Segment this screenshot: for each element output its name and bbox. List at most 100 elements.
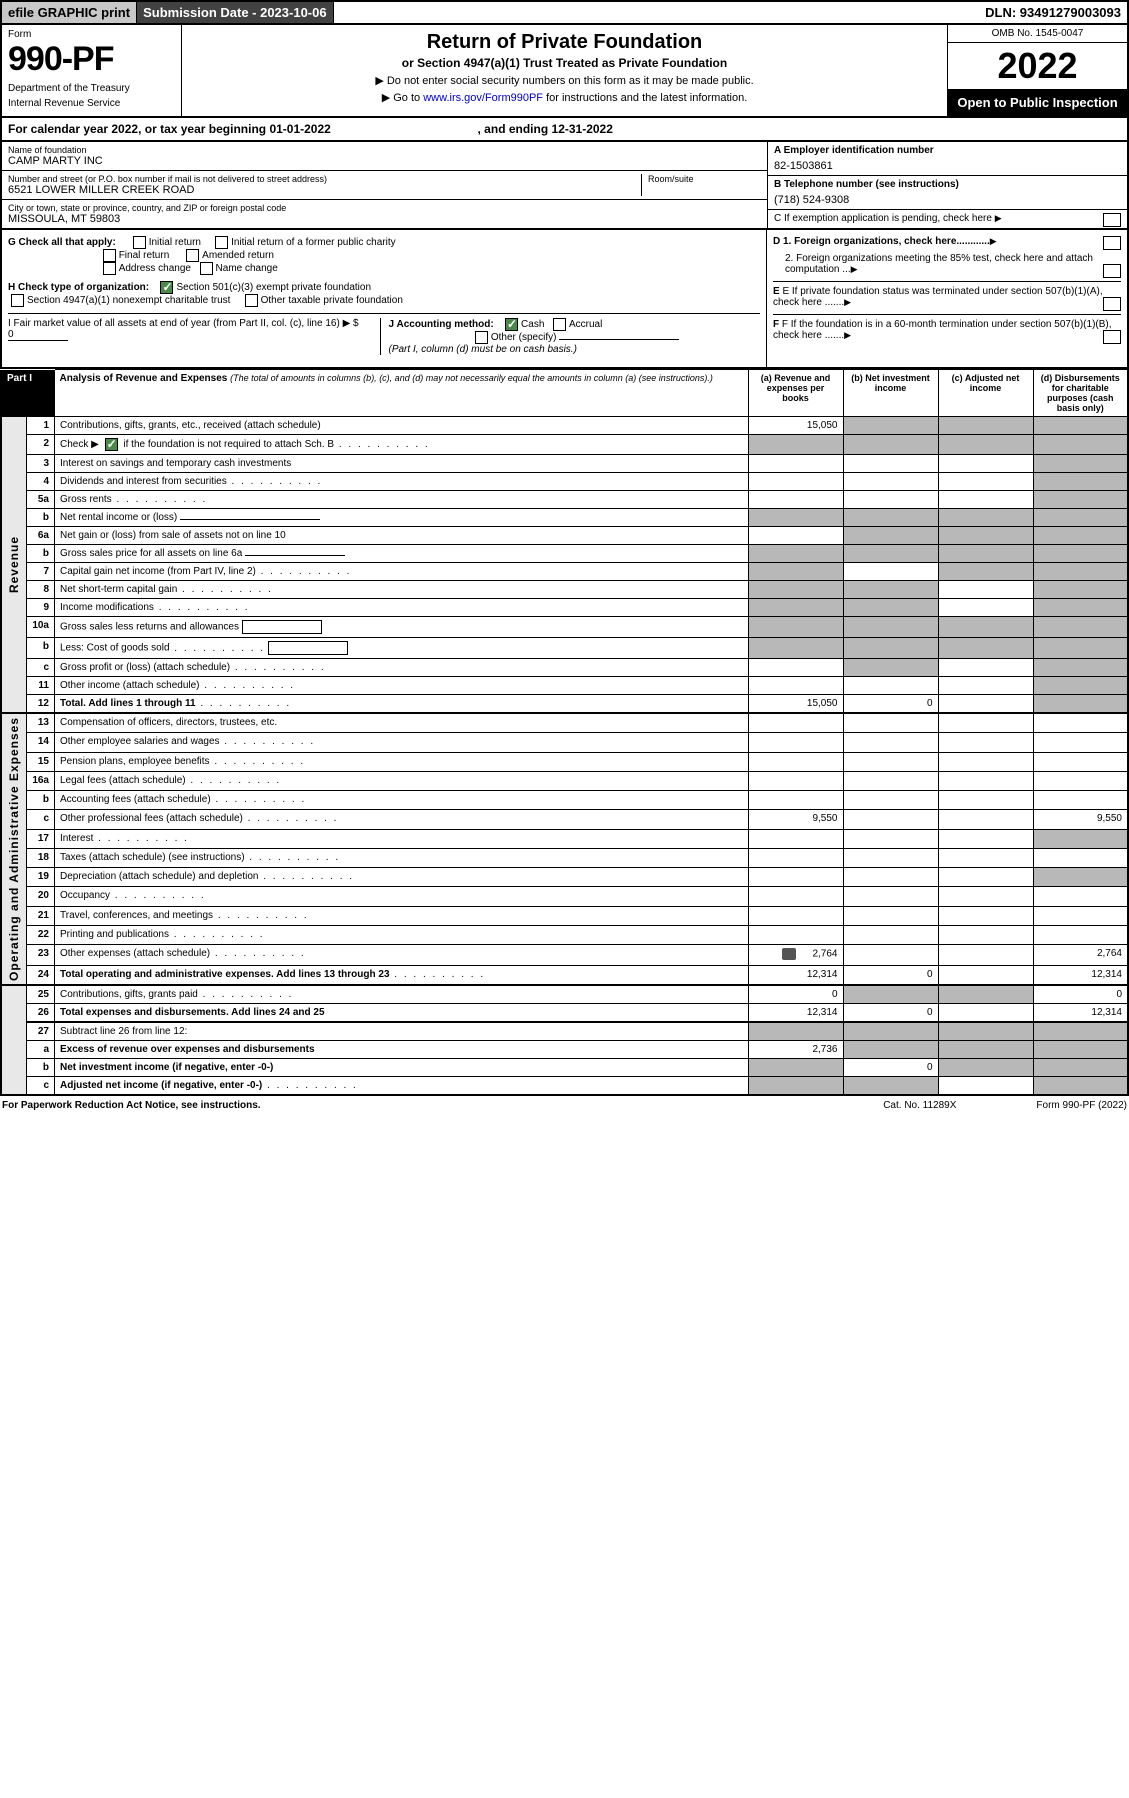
a-26: 12,314 <box>748 1003 843 1022</box>
form-word: Form <box>8 29 175 40</box>
ln-26: 26 <box>27 1003 55 1022</box>
ln-16c: c <box>27 810 55 829</box>
col-c: (c) Adjusted net income <box>938 370 1033 417</box>
ssn-warning: ▶ Do not enter social security numbers o… <box>188 74 941 87</box>
d-24: Total operating and administrative expen… <box>55 965 749 985</box>
cal-begin: For calendar year 2022, or tax year begi… <box>8 122 331 136</box>
submission-date: Submission Date - 2023-10-06 <box>137 2 334 23</box>
d-5b: Net rental income or (loss) <box>55 509 749 527</box>
ln-10c: c <box>27 659 55 677</box>
f-text: F If the foundation is in a 60-month ter… <box>773 319 1112 341</box>
d2-checkbox[interactable] <box>1103 264 1121 278</box>
d-19: Depreciation (attach schedule) and deple… <box>55 868 749 887</box>
d-27: Subtract line 26 from line 12: <box>55 1022 749 1041</box>
h-o1: Section 501(c)(3) exempt private foundat… <box>176 282 371 293</box>
ghi-block: G Check all that apply: Initial return I… <box>0 230 1129 369</box>
d2-text: 2. Foreign organizations meeting the 85%… <box>785 253 1093 275</box>
efile-print-label[interactable]: efile GRAPHIC print <box>2 2 137 23</box>
a-24: 12,314 <box>748 965 843 985</box>
d-9: Income modifications <box>55 599 749 617</box>
d1-text: D 1. Foreign organizations, check here..… <box>773 236 990 247</box>
h-4947-checkbox[interactable] <box>11 294 24 307</box>
g-name-change-checkbox[interactable] <box>200 262 213 275</box>
d-10b: Less: Cost of goods sold <box>55 638 749 659</box>
a-12: 15,050 <box>748 695 843 714</box>
a-1: 15,050 <box>748 417 843 435</box>
d-27c: Adjusted net income (if negative, enter … <box>55 1076 749 1095</box>
h-o3: Other taxable private foundation <box>261 295 403 306</box>
d-12: Total. Add lines 1 through 11 <box>55 695 749 714</box>
arrow-icon <box>844 297 854 308</box>
j-cash-checkbox[interactable] <box>505 318 518 331</box>
j-accrual-checkbox[interactable] <box>553 318 566 331</box>
d-20: Occupancy <box>55 887 749 906</box>
h-other-taxable-checkbox[interactable] <box>245 294 258 307</box>
ln-9: 9 <box>27 599 55 617</box>
info-block: Name of foundation CAMP MARTY INC Number… <box>0 142 1129 230</box>
g-initial-return-checkbox[interactable] <box>133 236 146 249</box>
ln-17: 17 <box>27 829 55 848</box>
d-23-amt: 2,764 <box>1033 945 1128 965</box>
f-row: F F If the foundation is in a 60-month t… <box>773 314 1121 341</box>
omb-number: OMB No. 1545-0047 <box>948 25 1127 43</box>
expenses-side: Operating and Administrative Expenses <box>1 713 27 985</box>
col-d: (d) Disbursements for charitable purpose… <box>1033 370 1128 417</box>
g-initial-former-checkbox[interactable] <box>215 236 228 249</box>
form-subtitle: or Section 4947(a)(1) Trust Treated as P… <box>188 56 941 70</box>
calendar-year-row: For calendar year 2022, or tax year begi… <box>0 118 1129 142</box>
ln-18: 18 <box>27 848 55 867</box>
d-16c-amt: 9,550 <box>1033 810 1128 829</box>
ln-5b: b <box>27 509 55 527</box>
d-26: Total expenses and disbursements. Add li… <box>55 1003 749 1022</box>
ln-27c: c <box>27 1076 55 1095</box>
g-row: G Check all that apply: Initial return I… <box>8 236 760 275</box>
d-14: Other employee salaries and wages <box>55 733 749 752</box>
part1-title: Analysis of Revenue and Expenses <box>60 373 228 384</box>
ln-5a: 5a <box>27 491 55 509</box>
g-address-change-checkbox[interactable] <box>103 262 116 275</box>
expenses-label: Operating and Administrative Expenses <box>7 717 21 981</box>
d-11: Other income (attach schedule) <box>55 677 749 695</box>
d-6b: Gross sales price for all assets on line… <box>55 545 749 563</box>
d-23: Other expenses (attach schedule) <box>55 945 749 965</box>
d-4: Dividends and interest from securities <box>55 473 749 491</box>
d-5a: Gross rents <box>55 491 749 509</box>
g-final-return-checkbox[interactable] <box>103 249 116 262</box>
j-other-checkbox[interactable] <box>475 331 488 344</box>
d-21: Travel, conferences, and meetings <box>55 906 749 925</box>
form-title: Return of Private Foundation <box>188 31 941 54</box>
cat-no: Cat. No. 11289X <box>883 1100 956 1111</box>
g-amended-checkbox[interactable] <box>186 249 199 262</box>
ln-16b: b <box>27 791 55 810</box>
h-501c3-checkbox[interactable] <box>160 281 173 294</box>
ln-16a: 16a <box>27 771 55 790</box>
e-text: E If private foundation status was termi… <box>773 286 1103 308</box>
a-23: 2,764 <box>748 945 843 965</box>
ln-1: 1 <box>27 417 55 435</box>
e-checkbox[interactable] <box>1103 297 1121 311</box>
d-25-amt: 0 <box>1033 985 1128 1004</box>
ln-19: 19 <box>27 868 55 887</box>
tax-year: 2022 <box>948 43 1127 89</box>
d2-row: 2. Foreign organizations meeting the 85%… <box>773 253 1121 275</box>
d-10a: Gross sales less returns and allowances <box>55 617 749 638</box>
ln-6a: 6a <box>27 527 55 545</box>
ln-3: 3 <box>27 455 55 473</box>
d1-row: D 1. Foreign organizations, check here..… <box>773 236 1121 247</box>
f-checkbox[interactable] <box>1103 330 1121 344</box>
attachment-icon[interactable] <box>782 948 796 960</box>
d-27b: Net investment income (if negative, ente… <box>55 1058 749 1076</box>
d1-checkbox[interactable] <box>1103 236 1121 250</box>
ln-24: 24 <box>27 965 55 985</box>
g-o6: Name change <box>216 263 278 274</box>
ln-25: 25 <box>27 985 55 1004</box>
b-27b: 0 <box>843 1058 938 1076</box>
schb-checkbox[interactable] <box>105 438 118 451</box>
d-7: Capital gain net income (from Part IV, l… <box>55 563 749 581</box>
d-27a: Excess of revenue over expenses and disb… <box>55 1040 749 1058</box>
goto-prefix: ▶ Go to <box>382 92 423 104</box>
c-checkbox[interactable] <box>1103 213 1121 227</box>
form990pf-link[interactable]: www.irs.gov/Form990PF <box>423 92 543 104</box>
revenue-side: Revenue <box>1 417 27 714</box>
footer: For Paperwork Reduction Act Notice, see … <box>0 1096 1129 1115</box>
